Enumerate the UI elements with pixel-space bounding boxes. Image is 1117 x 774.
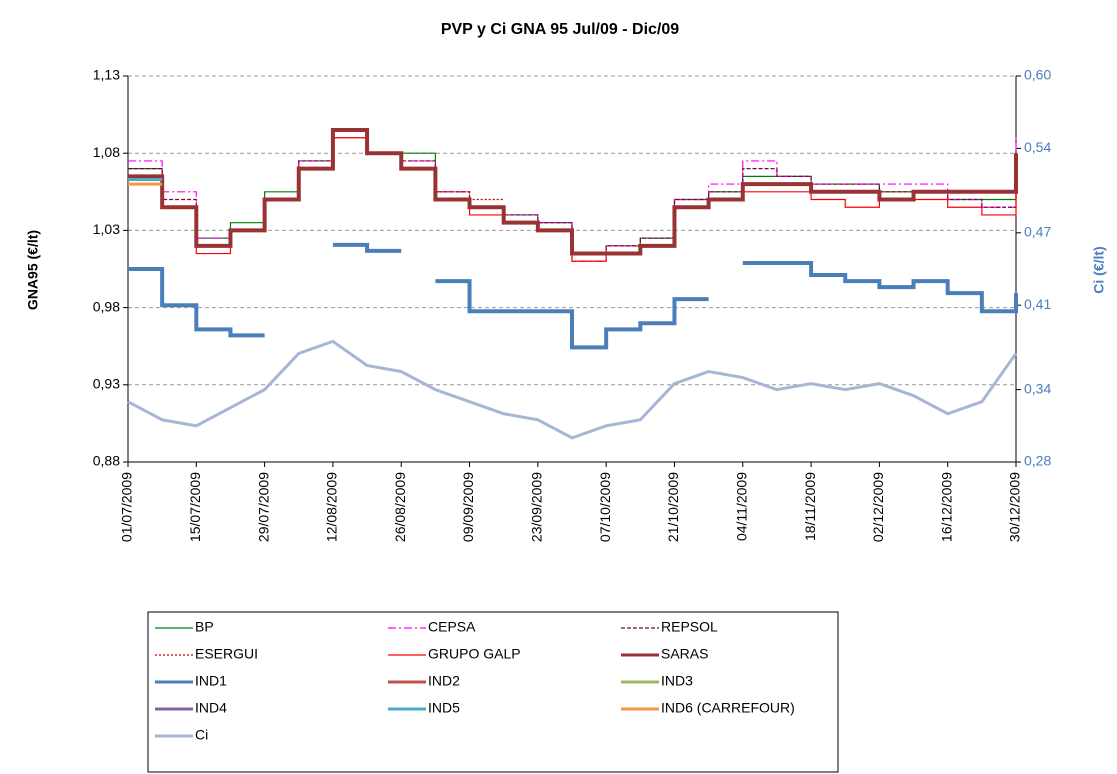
- x-tick-label: 18/11/2009: [802, 472, 818, 541]
- series-line: [332, 242, 402, 253]
- legend-box: [147, 611, 839, 773]
- series-line: [742, 260, 1018, 314]
- y2-tick-label: 0,41: [1024, 296, 1051, 312]
- x-tick-label: 21/10/2009: [665, 472, 681, 542]
- y-tick-label: 0,93: [93, 376, 120, 392]
- legend-label: IND3: [661, 673, 693, 689]
- y2-tick-label: 0,60: [1024, 67, 1051, 83]
- chart-title: PVP y Ci GNA 95 Jul/09 - Dic/09: [441, 21, 679, 38]
- x-tick-label: 29/07/2009: [255, 472, 271, 542]
- legend-label: ESERGUI: [195, 646, 258, 662]
- x-tick-label: 30/12/2009: [1007, 472, 1023, 542]
- y2-tick-label: 0,54: [1024, 139, 1051, 155]
- y-tick-label: 0,98: [93, 298, 120, 314]
- x-tick-label: 15/07/2009: [187, 472, 203, 542]
- legend-label: IND6 (CARREFOUR): [661, 700, 795, 716]
- x-tick-label: 09/09/2009: [460, 472, 476, 542]
- legend-label: CEPSA: [428, 619, 476, 635]
- x-tick-label: 01/07/2009: [119, 472, 135, 542]
- legend-label: Ci: [195, 727, 208, 743]
- y-axis-label: GNA95 (€/lt): [25, 230, 41, 310]
- legend-label: IND1: [195, 673, 227, 689]
- legend-label: SARAS: [661, 646, 708, 662]
- y-tick-label: 1,03: [93, 221, 120, 237]
- y-tick-label: 1,08: [93, 144, 120, 160]
- x-tick-label: 12/08/2009: [324, 472, 340, 542]
- x-tick-label: 04/11/2009: [733, 472, 749, 541]
- x-tick-label: 16/12/2009: [938, 472, 954, 542]
- series-line: [127, 339, 1018, 440]
- legend-label: BP: [195, 619, 214, 635]
- legend-label: IND2: [428, 673, 460, 689]
- legend-label: REPSOL: [661, 619, 718, 635]
- x-tick-label: 07/10/2009: [597, 472, 613, 542]
- legend-label: IND4: [195, 700, 227, 716]
- y-tick-label: 0,88: [93, 453, 120, 469]
- y2-tick-label: 0,47: [1024, 224, 1051, 240]
- x-tick-label: 23/09/2009: [529, 472, 545, 542]
- series-line: [128, 128, 1018, 256]
- y2-tick-label: 0,34: [1024, 380, 1051, 396]
- y-tick-label: 1,13: [93, 67, 120, 83]
- x-tick-label: 02/12/2009: [870, 472, 886, 542]
- series-line: [128, 267, 265, 338]
- y2-tick-label: 0,28: [1024, 453, 1051, 469]
- y2-axis-label: Ci (€/lt): [1091, 246, 1107, 293]
- legend-label: GRUPO GALP: [428, 646, 521, 662]
- x-tick-label: 26/08/2009: [392, 472, 408, 542]
- legend-label: IND5: [428, 700, 460, 716]
- series-line: [435, 279, 709, 350]
